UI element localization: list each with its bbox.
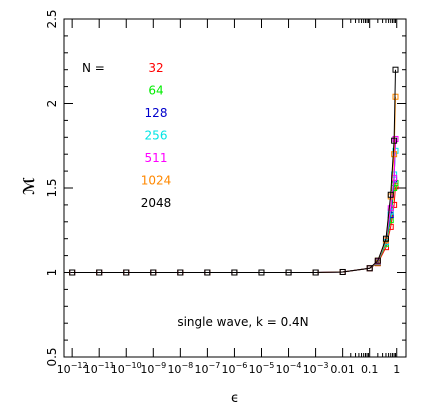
x-tick-label: 10−9 xyxy=(140,361,166,376)
legend-entry-511: 511 xyxy=(145,151,168,165)
series-32 xyxy=(69,183,399,276)
data-point xyxy=(123,269,130,276)
data-point xyxy=(204,269,211,276)
series-line xyxy=(72,182,396,273)
y-tick-label: 2.5 xyxy=(45,9,59,28)
data-point xyxy=(231,269,238,276)
data-point xyxy=(150,269,157,276)
data-point xyxy=(339,268,346,275)
data-point xyxy=(392,135,399,142)
y-tick-label: 2 xyxy=(45,100,59,108)
x-tick-label: 10−8 xyxy=(167,361,193,376)
legend-entry-256: 256 xyxy=(145,129,168,143)
x-tick-label: 0.1 xyxy=(361,363,379,376)
series-2048 xyxy=(69,66,399,276)
series-1024 xyxy=(69,93,399,276)
data-point xyxy=(96,269,103,276)
y-tick-label: 1.5 xyxy=(45,178,59,197)
legend-entry-64: 64 xyxy=(148,84,163,98)
data-point xyxy=(177,269,184,276)
series-layer xyxy=(69,66,399,276)
x-tick-label: 10−10 xyxy=(111,361,142,376)
data-point xyxy=(382,235,389,242)
legend-entry-2048: 2048 xyxy=(141,196,172,210)
data-point xyxy=(285,269,292,276)
y-tick-label: 1 xyxy=(45,269,59,277)
legend-header: N = xyxy=(82,61,105,75)
data-point xyxy=(374,257,381,264)
series-64 xyxy=(69,179,399,276)
data-point xyxy=(312,269,319,276)
x-tick-label: 10−5 xyxy=(249,361,275,376)
x-tick-label: 10−7 xyxy=(194,361,220,376)
x-axis-label: ϵ xyxy=(231,391,239,406)
data-point xyxy=(387,191,394,198)
series-line xyxy=(72,186,396,273)
data-point xyxy=(366,265,373,272)
series-line xyxy=(72,96,396,273)
data-point xyxy=(387,205,394,212)
legend-entry-1024: 1024 xyxy=(141,174,172,188)
series-256 xyxy=(69,147,399,276)
series-line xyxy=(72,150,396,273)
x-tick-label: 10−4 xyxy=(276,361,302,376)
plot-frame xyxy=(63,18,407,358)
series-line xyxy=(72,138,396,273)
x-tick-label: 10−3 xyxy=(303,361,329,376)
series-line xyxy=(72,138,396,273)
data-point xyxy=(391,137,398,144)
legend-entry-32: 32 xyxy=(148,61,163,75)
annotation: single wave, k = 0.4N xyxy=(177,315,308,329)
x-tick-label: 1 xyxy=(393,363,400,376)
x-tick-label: 0.01 xyxy=(330,363,355,376)
x-tick-label: 10−6 xyxy=(222,361,248,376)
y-axis-label: ℳ xyxy=(20,177,38,195)
legend: N = 32 64 128 256 511 1024 2048 xyxy=(82,61,171,210)
data-point xyxy=(69,269,76,276)
series-511 xyxy=(69,135,399,276)
data-point xyxy=(258,269,265,276)
series-128 xyxy=(69,135,399,276)
x-tick-label: 10−12 xyxy=(57,361,88,376)
x-tick-label: 10−11 xyxy=(84,361,115,376)
series-line xyxy=(72,69,396,273)
legend-entry-128: 128 xyxy=(145,106,168,120)
data-point xyxy=(392,66,399,73)
y-tick-label: 0.5 xyxy=(45,347,59,366)
data-point xyxy=(391,151,398,158)
